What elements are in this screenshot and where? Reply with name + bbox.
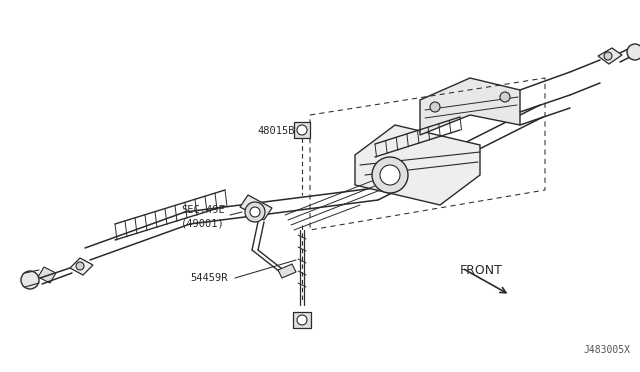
Text: FRONT: FRONT	[460, 263, 503, 276]
Circle shape	[21, 271, 39, 289]
Circle shape	[430, 102, 440, 112]
Polygon shape	[278, 264, 296, 278]
Circle shape	[297, 125, 307, 135]
Polygon shape	[38, 267, 56, 283]
Text: 48015B: 48015B	[257, 126, 295, 136]
Polygon shape	[70, 258, 93, 275]
Text: 54459R: 54459R	[191, 273, 228, 283]
Circle shape	[245, 202, 265, 222]
Circle shape	[250, 207, 260, 217]
Polygon shape	[420, 78, 520, 135]
Polygon shape	[355, 125, 480, 205]
Polygon shape	[294, 122, 310, 138]
Circle shape	[76, 262, 84, 270]
Polygon shape	[598, 48, 622, 64]
Circle shape	[380, 165, 400, 185]
Circle shape	[604, 52, 612, 60]
Polygon shape	[240, 195, 272, 220]
Polygon shape	[293, 312, 311, 328]
Text: (49001): (49001)	[181, 218, 225, 228]
Text: SEC.49E: SEC.49E	[181, 205, 225, 215]
Text: J483005X: J483005X	[583, 345, 630, 355]
Circle shape	[500, 92, 510, 102]
Circle shape	[297, 315, 307, 325]
Circle shape	[627, 44, 640, 60]
Circle shape	[372, 157, 408, 193]
